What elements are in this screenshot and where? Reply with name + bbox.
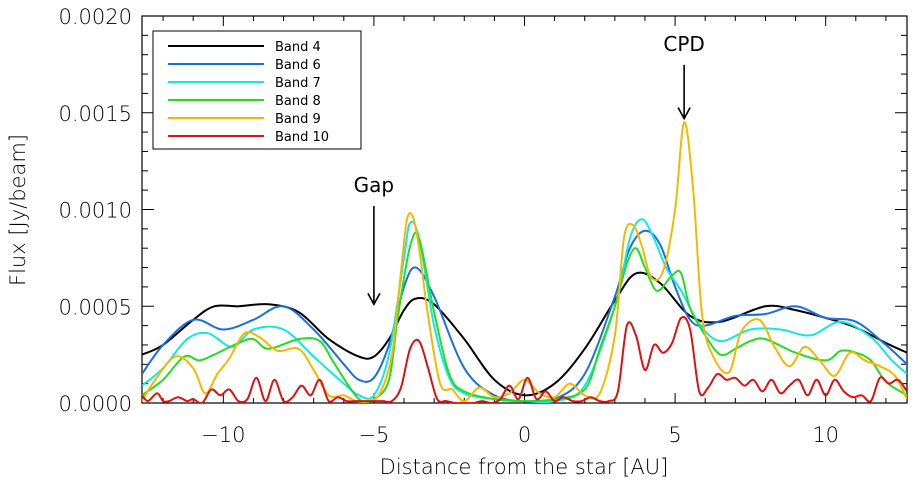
axis-ticks: −10 −5 0 5 10 0.0000 0.0005 0.0010 0.0015 0.0020 bbox=[59, 5, 907, 447]
series-line-band-10 bbox=[142, 316, 907, 403]
legend-label: Band 10 bbox=[275, 130, 329, 145]
series-line-band-4 bbox=[142, 271, 907, 397]
x-tick-label: −5 bbox=[358, 423, 389, 447]
annotation-arrowhead bbox=[677, 107, 691, 121]
y-tick-label: 0.0015 bbox=[59, 102, 132, 126]
legend-box bbox=[152, 30, 362, 150]
series-line-band-9 bbox=[142, 121, 907, 403]
legend-label: Band 9 bbox=[275, 112, 321, 127]
y-tick-label: 0.0020 bbox=[59, 5, 132, 29]
x-tick-label: 10 bbox=[812, 423, 839, 447]
series-lines bbox=[142, 121, 907, 403]
y-tick-label: 0.0010 bbox=[59, 199, 132, 223]
annotation-arrowhead bbox=[367, 292, 381, 306]
legend-label: Band 6 bbox=[275, 58, 321, 73]
legend-label: Band 7 bbox=[275, 76, 321, 91]
series-line-band-7 bbox=[142, 218, 907, 403]
x-tick-label: 0 bbox=[518, 423, 531, 447]
legend-label: Band 4 bbox=[275, 40, 321, 55]
annotation-label-cpd: CPD bbox=[663, 32, 704, 56]
y-axis-label: Flux [Jy/beam] bbox=[6, 134, 30, 286]
x-tick-label: 5 bbox=[668, 423, 681, 447]
annotations: Gap CPD bbox=[354, 32, 705, 306]
y-tick-label: 0.0005 bbox=[59, 295, 132, 319]
x-tick-label: −10 bbox=[201, 423, 245, 447]
legend: Band 4 Band 6 Band 7 Band 8 Band 9 Band 10 bbox=[152, 30, 362, 150]
y-tick-label: 0.0000 bbox=[59, 392, 132, 416]
series-line-band-6 bbox=[142, 229, 907, 403]
x-axis-label: Distance from the star [AU] bbox=[380, 455, 669, 479]
annotation-label-gap: Gap bbox=[354, 173, 394, 197]
legend-label: Band 8 bbox=[275, 94, 321, 109]
